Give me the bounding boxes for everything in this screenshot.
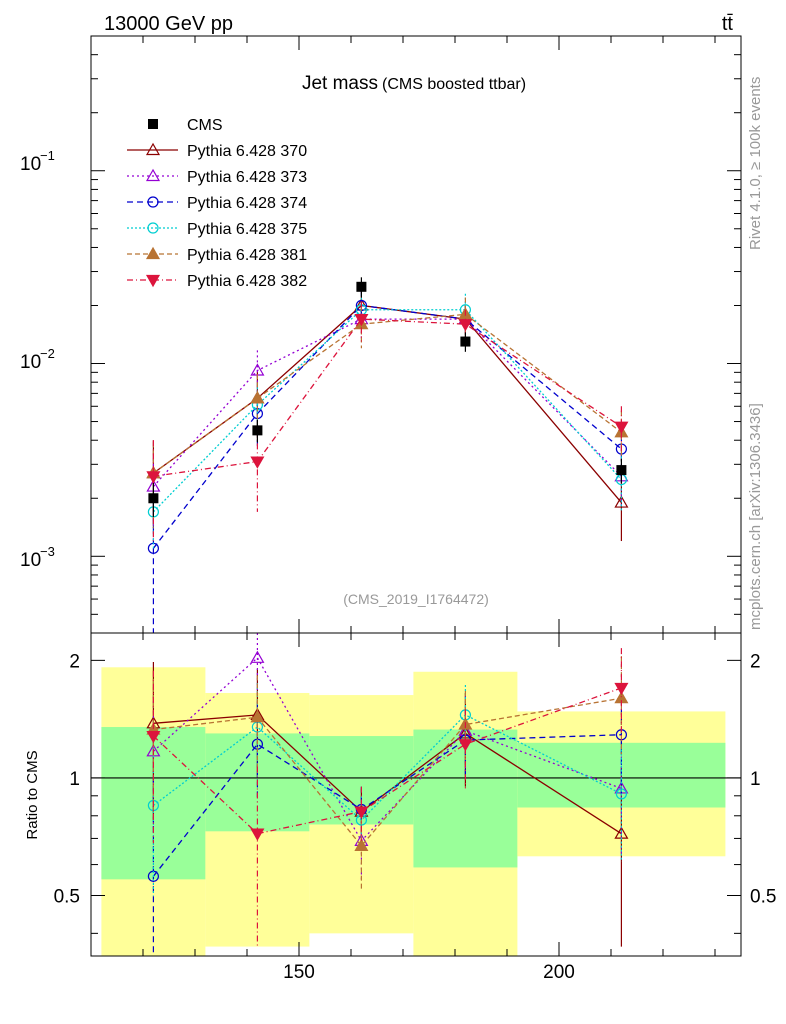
x-tick-label: 200 [543, 962, 575, 983]
ratio-axis-ticks: 150 200 0.5 0.5 1 1 2 2 [54, 633, 776, 983]
y-tick-exp-1e-3: −3 [40, 544, 55, 559]
y-tick-ratio-label-right: 1 [750, 769, 761, 790]
legend-marker-3 [147, 222, 159, 234]
legend-marker-data [148, 119, 158, 129]
y-tick-ratio-label-left: 0.5 [54, 887, 80, 908]
ratio-marker-5 [354, 806, 369, 819]
main-panel: 10 −1 10 −2 10 −3 Jet mass (CMS boosted … [20, 35, 742, 634]
series-marker-5 [458, 319, 473, 332]
ratio-marker-1 [250, 650, 265, 663]
series-marker-5 [354, 313, 369, 327]
data-marker [460, 336, 471, 347]
ratio-marker-5 [614, 682, 629, 696]
data-marker [616, 465, 627, 476]
x-tick-label: 150 [283, 962, 315, 983]
legend-label-4: Pythia 6.428 381 [187, 247, 307, 264]
series-line-2 [152, 304, 622, 549]
y-tick-label-1e-3: 10 [20, 550, 41, 571]
series-marker-5 [614, 421, 629, 434]
rivet-label: Rivet 4.1.0, ≥ 100k events [747, 77, 764, 250]
y-tick-label-1e-2: 10 [20, 352, 41, 373]
ratio-y-label: Ratio to CMS [24, 750, 41, 839]
legend-marker-0 [145, 142, 161, 156]
series-marker-4 [250, 391, 265, 404]
legend-label-2: Pythia 6.428 374 [187, 195, 307, 212]
ratio-marker-4 [354, 838, 369, 851]
ratio-marker-5 [250, 828, 265, 841]
series-line-4 [153, 313, 622, 474]
ratio-frame [90, 632, 742, 957]
legend-label-1: Pythia 6.428 373 [187, 169, 307, 186]
chart-title: Jet mass [302, 73, 378, 94]
legend-label-0: Pythia 6.428 370 [187, 143, 307, 160]
main-axis-ticks [90, 35, 741, 634]
process-label: tt̄ [722, 13, 734, 35]
legend-marker-1 [145, 168, 161, 182]
ratio-panel: 150 200 0.5 0.5 1 1 2 2 Ratio to CMS [24, 632, 776, 983]
ratio-marker-3 [615, 788, 628, 800]
analysis-id: (CMS_2019_I1764472) [343, 591, 489, 607]
legend-label-data: CMS [187, 117, 223, 134]
y-tick-ratio-label-left: 2 [69, 651, 80, 672]
y-tick-exp-1e-2: −2 [40, 346, 55, 361]
ratio-bands [91, 667, 741, 956]
y-tick-ratio-label-right: 0.5 [750, 887, 776, 908]
series-line-5 [153, 318, 622, 477]
ratio-series-group [146, 633, 629, 956]
main-series-group [146, 277, 629, 633]
data-marker [148, 493, 159, 504]
ratio-marker-5 [458, 739, 473, 752]
chart-subtitle: (CMS boosted ttbar) [382, 76, 526, 93]
ratio-marker-4 [250, 710, 265, 723]
data-marker [252, 425, 263, 436]
y-tick-ratio-label-left: 1 [69, 769, 80, 790]
legend-label-5: Pythia 6.428 382 [187, 273, 307, 290]
data-marker [356, 281, 367, 292]
legend-marker-4 [145, 246, 161, 260]
y-tick-ratio-label-right: 2 [750, 651, 761, 672]
ratio-line-4 [153, 697, 622, 847]
legend-label-3: Pythia 6.428 375 [187, 221, 307, 238]
series-marker-0 [614, 495, 629, 508]
site-label: mcplots.cern.ch [arXiv:1306.3436] [747, 403, 764, 630]
energy-label: 13000 GeV pp [104, 13, 233, 35]
ratio-marker-5 [146, 730, 161, 744]
legend-marker-2 [147, 196, 159, 208]
series-line-3 [152, 309, 622, 513]
series-marker-5 [250, 456, 265, 469]
legend: CMS Pythia 6.428 370 Pythia 6.428 373 Pythi… [127, 117, 307, 290]
y-tick-label-1e-1: 10 [20, 154, 41, 175]
series-marker-5 [146, 471, 161, 484]
y-tick-exp-1e-1: −1 [40, 148, 55, 163]
legend-marker-5 [145, 274, 161, 288]
